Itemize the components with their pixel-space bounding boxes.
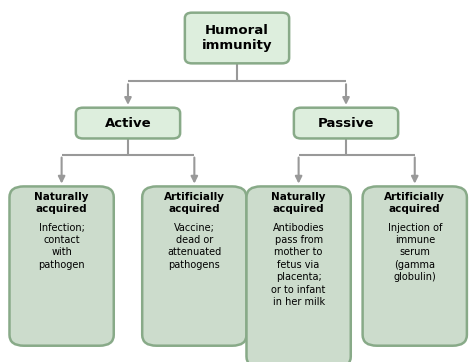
FancyBboxPatch shape — [294, 108, 398, 138]
Text: Naturally
acquired: Naturally acquired — [35, 192, 89, 214]
Text: Artificially
acquired: Artificially acquired — [384, 192, 445, 214]
Text: Antibodies
pass from
mother to
fetus via
placenta;
or to infant
in her milk: Antibodies pass from mother to fetus via… — [272, 223, 326, 307]
Text: Active: Active — [105, 117, 151, 130]
Text: Naturally
acquired: Naturally acquired — [272, 192, 326, 214]
FancyBboxPatch shape — [9, 186, 114, 346]
FancyBboxPatch shape — [185, 13, 289, 63]
FancyBboxPatch shape — [246, 186, 351, 362]
Text: Vaccine;
dead or
attenuated
pathogens: Vaccine; dead or attenuated pathogens — [167, 223, 221, 270]
FancyBboxPatch shape — [76, 108, 180, 138]
Text: Passive: Passive — [318, 117, 374, 130]
FancyBboxPatch shape — [142, 186, 246, 346]
Text: Artificially
acquired: Artificially acquired — [164, 192, 225, 214]
FancyBboxPatch shape — [363, 186, 467, 346]
Text: Infection;
contact
with
pathogen: Infection; contact with pathogen — [38, 223, 85, 270]
Text: Injection of
immune
serum
(gamma
globulin): Injection of immune serum (gamma globuli… — [388, 223, 442, 282]
Text: Humoral
immunity: Humoral immunity — [202, 24, 272, 52]
